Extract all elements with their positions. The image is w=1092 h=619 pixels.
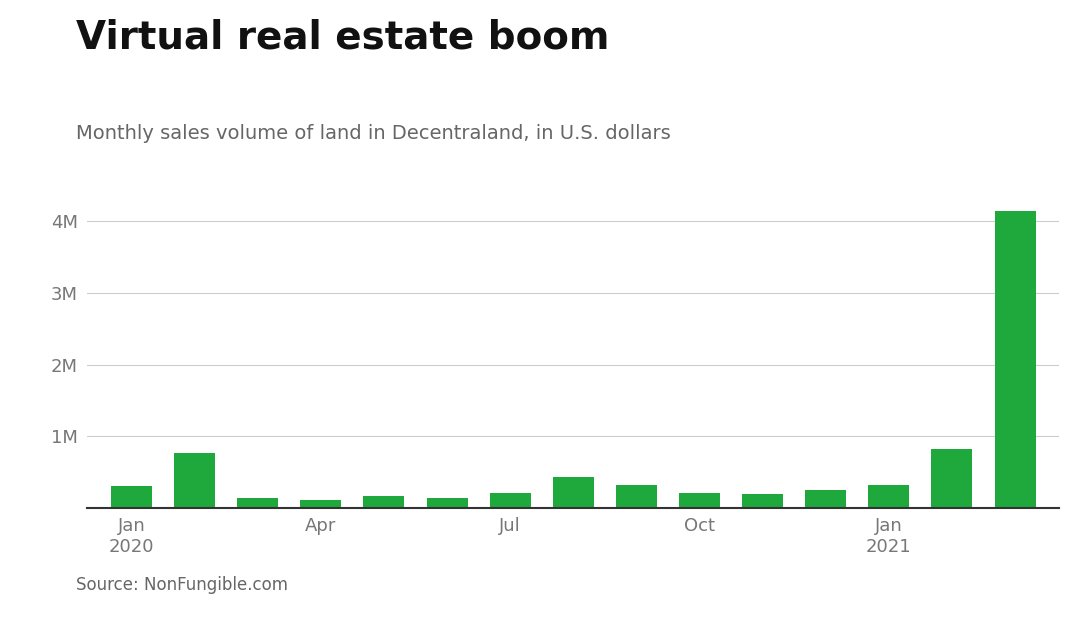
- Bar: [805, 490, 846, 508]
- Bar: [489, 493, 531, 508]
- Bar: [111, 486, 152, 508]
- Text: Source: NonFungible.com: Source: NonFungible.com: [76, 576, 288, 594]
- Bar: [995, 210, 1035, 508]
- Bar: [868, 485, 910, 508]
- Bar: [364, 496, 404, 508]
- Bar: [300, 500, 342, 508]
- Bar: [237, 498, 278, 508]
- Text: Monthly sales volume of land in Decentraland, in U.S. dollars: Monthly sales volume of land in Decentra…: [76, 124, 672, 143]
- Text: Virtual real estate boom: Virtual real estate boom: [76, 19, 610, 56]
- Bar: [679, 493, 720, 508]
- Bar: [931, 449, 973, 508]
- Bar: [553, 477, 594, 508]
- Bar: [743, 494, 783, 508]
- Bar: [427, 498, 467, 508]
- Bar: [616, 485, 657, 508]
- Bar: [174, 453, 215, 508]
